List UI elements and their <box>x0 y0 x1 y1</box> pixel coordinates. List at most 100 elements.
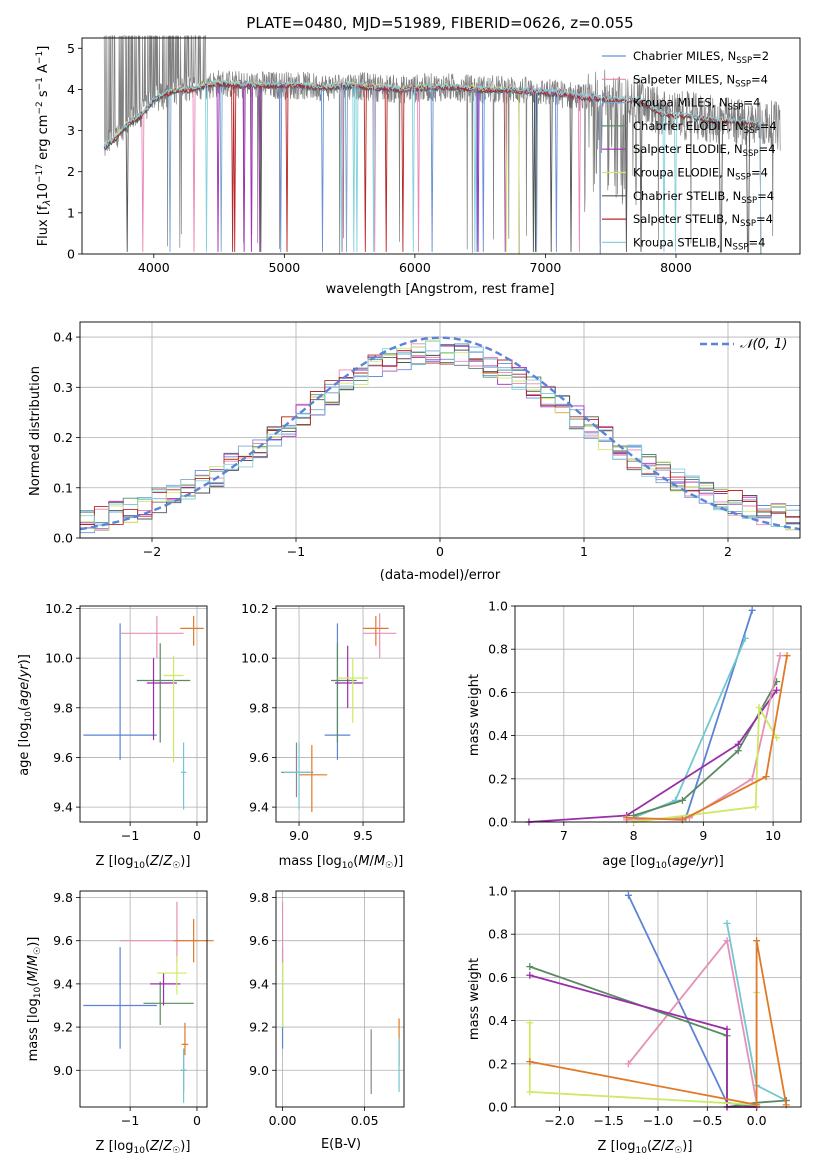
weightZ-ytick-label: 1.0 <box>488 884 508 899</box>
weightZ-marker-3-0 <box>526 963 534 971</box>
weight-vs-age-panel: 7 8 9 10 0.0 0.2 0.4 0.6 0.8 1.0 <box>488 599 802 843</box>
massZ-xtick-label: 0 <box>193 1113 201 1128</box>
weightZ-xtick-label: −0.5 <box>692 1113 722 1128</box>
normal-legend-label: 𝒩(0, 1) <box>740 337 787 352</box>
hist-step-8 <box>80 340 800 527</box>
legend-label-8: Kroupa STELIB, NSSP=4 <box>633 235 765 252</box>
weightage-marker-1-2 <box>741 634 749 642</box>
massebv-xtick-label: 0.05 <box>351 1113 379 1128</box>
hist-step-7 <box>80 350 800 525</box>
spectrum-xtick-label: 5000 <box>268 260 300 275</box>
residuals-xtick-label: 2 <box>724 544 732 559</box>
ageZ-xtick-label: −1 <box>121 828 139 843</box>
weight-vs-Z-panel: −2.0 −1.5 −1.0 −0.5 0.0 0.0 0.2 0.4 0.6 0.8 1.0 <box>488 884 802 1128</box>
massebv-ytick-label: 9.2 <box>249 1020 269 1035</box>
weightage-marker-2-2 <box>734 747 742 755</box>
residuals-ytick-label: 0.1 <box>53 480 73 495</box>
weightage-marker-4-3 <box>776 652 784 660</box>
weightage-marker-3-2 <box>734 740 742 748</box>
massebv-frame <box>275 890 405 1108</box>
weightZ-marker-4-0 <box>526 971 534 979</box>
weightZ-series-6 <box>529 940 788 1106</box>
weightage-marker-6-0 <box>623 814 631 822</box>
weightZ-xtick-label: −1.0 <box>643 1113 673 1128</box>
massZ-frame <box>79 890 208 1108</box>
weightZ-marker-0-0 <box>624 891 632 899</box>
weightage-marker-5-1 <box>752 803 760 811</box>
legend-label-1: Salpeter MILES, NSSP=4 <box>633 72 768 89</box>
residuals-ytick-label: 0.0 <box>53 531 73 546</box>
residuals-ytick-label: 0.2 <box>53 430 73 445</box>
ageZ-frame <box>79 605 208 823</box>
weightage-ylabel: mass weight <box>467 674 482 756</box>
normal-curve <box>79 336 801 531</box>
massZ-ytick-label: 9.8 <box>53 890 73 905</box>
mass-vs-ebv-panel: 0.00 0.05 9.0 9.2 9.4 9.6 9.8 <box>249 890 405 1128</box>
massZ-ytick-label: 9.6 <box>53 933 73 948</box>
weightage-xlabel: age [log10(age/yr)] <box>602 854 724 871</box>
weightZ-marker-6-0 <box>526 1058 534 1066</box>
legend-label-5: Kroupa ELODIE, NSSP=4 <box>633 166 768 183</box>
weightage-series-3 <box>528 689 778 823</box>
weightage-series-6 <box>626 655 788 821</box>
weightage-ytick-label: 0.2 <box>488 771 508 786</box>
agemass-ytick-label: 10.0 <box>241 651 269 666</box>
weightZ-xtick-label: −1.5 <box>594 1113 624 1128</box>
weightage-ytick-label: 1.0 <box>488 599 508 614</box>
massZ-ylabel: mass [log10(M/M☉)] <box>26 937 43 1062</box>
weightZ-xtick-label: −2.0 <box>544 1113 574 1128</box>
weightage-xtick-label: 9 <box>699 828 707 843</box>
weightZ-ytick-label: 0.2 <box>488 1056 508 1071</box>
residuals-ytick-label: 0.4 <box>53 330 73 345</box>
residuals-xtick-label: 1 <box>580 544 588 559</box>
massebv-xlabel: E(B-V) <box>321 1137 361 1152</box>
spectrum-xlabel: wavelength [Angstrom, rest frame] <box>326 282 555 297</box>
massebv-ytick-label: 9.0 <box>249 1063 269 1078</box>
weightage-marker-6-2 <box>762 773 770 781</box>
residuals-ylabel: Normed distribution <box>28 366 43 496</box>
age-vs-Z-panel: −1 0 9.4 9.6 9.8 10.0 10.2 <box>45 601 208 843</box>
agemass-ytick-label: 10.2 <box>241 601 269 616</box>
spectrum-ytick-label: 5 <box>67 41 75 56</box>
weightZ-marker-6-2 <box>753 937 761 945</box>
massZ-ytick-label: 9.2 <box>53 1020 73 1035</box>
weightage-marker-5-3 <box>773 734 781 742</box>
spectrum-ytick-label: 3 <box>67 123 75 138</box>
weightage-marker-6-3 <box>783 652 791 660</box>
legend-label-7: Salpeter STELIB, NSSP=4 <box>633 212 773 229</box>
weightage-marker-0-1 <box>748 606 756 614</box>
residuals-xtick-label: −2 <box>143 544 161 559</box>
weightZ-marker-5-1 <box>526 1088 534 1096</box>
agemass-xlabel: mass [log10(M/M☉)] <box>279 854 404 871</box>
spectrum-panel: 4000 5000 6000 7000 8000 0 1 2 3 4 5 Chabrier MILES… <box>67 35 801 275</box>
residuals-frame <box>79 321 801 539</box>
weightage-xtick-label: 7 <box>560 828 568 843</box>
ageZ-ytick-label: 10.2 <box>45 601 73 616</box>
weightZ-ytick-label: 0.0 <box>488 1100 508 1115</box>
spectrum-model-line-8 <box>103 78 762 255</box>
massebv-xtick-label: 0.00 <box>269 1113 297 1128</box>
massZ-xtick-label: −1 <box>121 1113 139 1128</box>
weightage-ytick-label: 0.4 <box>488 728 508 743</box>
weightZ-marker-2-0 <box>723 919 731 927</box>
massebv-ytick-label: 9.4 <box>249 976 269 991</box>
weightage-marker-3-3 <box>773 686 781 694</box>
spectrum-ytick-label: 0 <box>67 247 75 262</box>
weightZ-xlabel: Z [log10(Z/Z☉)] <box>598 1139 693 1156</box>
massebv-ytick-label: 9.8 <box>249 890 269 905</box>
spectrum-ytick-label: 2 <box>67 164 75 179</box>
massZ-xlabel: Z [log10(Z/Z☉)] <box>96 1139 191 1156</box>
residuals-panel: −2 −1 0 1 2 0.0 0.1 0.2 0.3 0.4 𝒩(0, 1) <box>53 321 801 559</box>
ageZ-ytick-label: 9.4 <box>53 800 73 815</box>
weightage-frame <box>514 605 802 823</box>
agemass-frame <box>275 605 405 823</box>
agemass-xtick-label: 9.0 <box>289 828 309 843</box>
agemass-ytick-label: 9.6 <box>249 750 269 765</box>
residuals-ytick-label: 0.3 <box>53 380 73 395</box>
legend-label-0: Chabrier MILES, NSSP=2 <box>633 49 769 66</box>
residuals-xlabel: (data-model)/error <box>380 568 501 583</box>
agemass-ytick-label: 9.4 <box>249 800 269 815</box>
mass-vs-Z-panel: −1 0 9.0 9.2 9.4 9.6 9.8 <box>53 890 214 1128</box>
weightZ-ytick-label: 0.8 <box>488 927 508 942</box>
